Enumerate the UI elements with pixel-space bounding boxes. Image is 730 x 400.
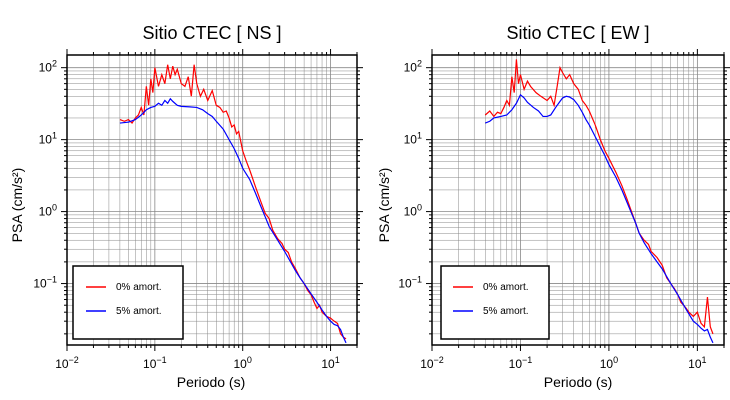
x-tick-label-exp: −2 [434, 355, 444, 365]
x-tick-label-exp: −1 [522, 355, 532, 365]
legend-label-0: 0% amort. [483, 282, 529, 293]
y-tick-label-exp: 1 [417, 131, 422, 141]
y-tick-label: 102 [39, 59, 57, 75]
x-tick-label-exp: 0 [247, 355, 252, 365]
y-tick-label-base: 10 [39, 205, 53, 219]
x-tick-label-exp: −2 [69, 355, 79, 365]
x-tick-label: 101 [688, 355, 706, 371]
y-tick-label-base: 10 [39, 133, 53, 147]
y-tick-label-exp: −1 [412, 275, 422, 285]
y-tick-label-base: 10 [33, 277, 47, 291]
chart-title: Sitio CTEC [ EW ] [506, 23, 649, 43]
y-tick-label: 100 [39, 203, 57, 219]
y-tick-label: 101 [404, 131, 422, 147]
x-axis-label: Periodo (s) [177, 374, 245, 390]
x-tick-label-base: 10 [234, 357, 248, 371]
y-tick-label-exp: −1 [47, 275, 57, 285]
plot-frame [431, 54, 725, 346]
x-tick-label-base: 10 [55, 357, 69, 371]
series-line-1 [485, 93, 714, 344]
x-tick-label-exp: 0 [613, 355, 618, 365]
legend-label-0: 0% amort. [116, 282, 162, 293]
y-tick-label: 100 [404, 203, 422, 219]
y-tick-label-exp: 0 [52, 203, 57, 213]
x-tick-label: 10−1 [509, 355, 533, 371]
y-tick-label-base: 10 [398, 277, 412, 291]
legend-label-1: 5% amort. [483, 306, 529, 317]
x-tick-label-exp: 1 [702, 355, 707, 365]
x-tick-label: 10−2 [420, 355, 444, 371]
y-tick-label-base: 10 [404, 205, 418, 219]
y-tick-label: 10−1 [33, 275, 57, 291]
x-tick-label-exp: 1 [335, 355, 340, 365]
x-tick-label: 10−2 [55, 355, 79, 371]
y-tick-label: 102 [404, 59, 422, 75]
x-tick-label-base: 10 [688, 357, 702, 371]
x-tick-label-base: 10 [509, 357, 523, 371]
y-tick-label-base: 10 [39, 61, 53, 75]
x-tick-label: 100 [234, 355, 252, 371]
x-tick-label-base: 10 [600, 357, 614, 371]
legend-label-1: 5% amort. [116, 306, 162, 317]
legend-box [440, 265, 550, 340]
legend-box [72, 265, 184, 340]
x-tick-label: 100 [600, 355, 618, 371]
y-tick-label-exp: 2 [52, 59, 57, 69]
chart-panel-ew: Sitio CTEC [ EW ] 10−2 10−1 100 10110−11001… [376, 23, 730, 390]
grid [66, 55, 358, 345]
series-line-1 [119, 97, 347, 344]
y-axis-label: PSA (cm/s²) [9, 168, 25, 243]
y-tick-label-base: 10 [404, 61, 418, 75]
y-tick-label-exp: 2 [417, 59, 422, 69]
x-tick-label: 10−1 [143, 355, 167, 371]
y-tick-label-exp: 0 [417, 203, 422, 213]
legend: 0% amort. 5% amort. [440, 265, 550, 340]
x-tick-label-base: 10 [420, 357, 434, 371]
y-tick-label: 101 [39, 131, 57, 147]
y-tick-label: 10−1 [398, 275, 422, 291]
legend: 0% amort. 5% amort. [72, 265, 184, 340]
plot-frame [66, 54, 358, 346]
y-axis-label: PSA (cm/s²) [376, 168, 392, 243]
x-tick-label-exp: −1 [156, 355, 166, 365]
y-tick-label-base: 10 [404, 133, 418, 147]
x-tick-label-base: 10 [143, 357, 157, 371]
series-line-0 [119, 64, 347, 340]
x-tick-label-base: 10 [321, 357, 335, 371]
series-line-0 [484, 59, 714, 335]
x-tick-label: 101 [321, 355, 339, 371]
chart-title: Sitio CTEC [ NS ] [142, 23, 281, 43]
chart-panel-ns: Sitio CTEC [ NS ] 10−2 10−1 100 10110−11001… [9, 23, 363, 390]
y-tick-label-exp: 1 [52, 131, 57, 141]
x-axis-label: Periodo (s) [544, 374, 612, 390]
